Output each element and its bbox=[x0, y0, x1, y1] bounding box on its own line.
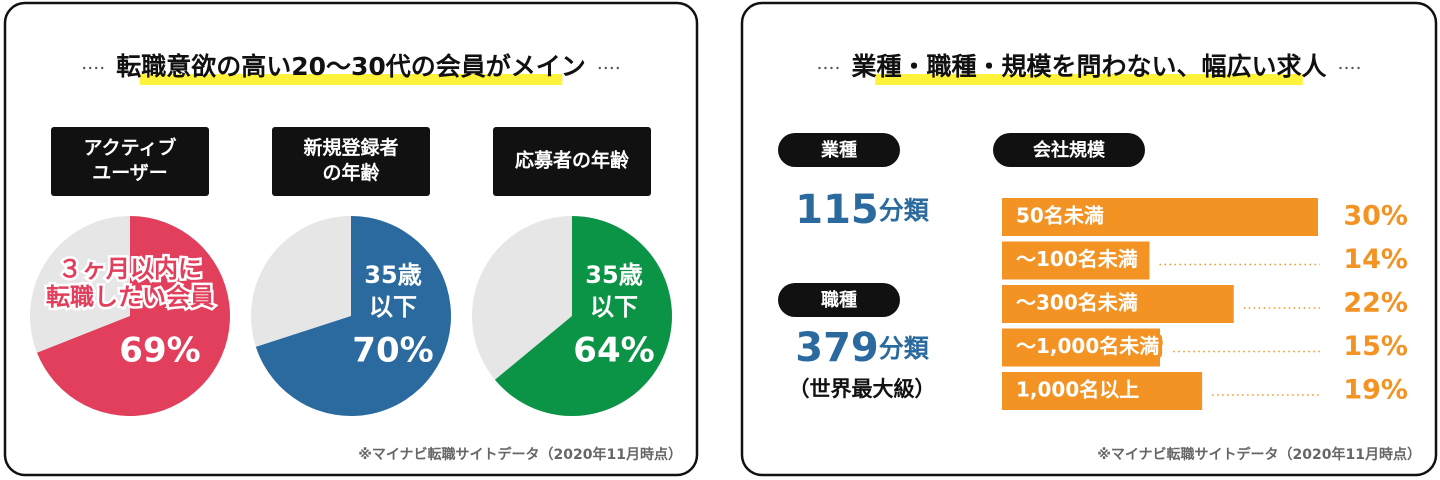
panel bbox=[740, 1, 1438, 477]
pie-title: 応募者の年齢 bbox=[515, 149, 630, 172]
bar-label: 〜1,000名未満 bbox=[1016, 334, 1159, 358]
decor-dot bbox=[824, 66, 827, 70]
decor-dot bbox=[1339, 66, 1342, 70]
pie-slice bbox=[255, 216, 451, 416]
bar-label: 〜300名未満 bbox=[1016, 291, 1138, 315]
stat-unit: 分類 bbox=[879, 196, 930, 225]
bar bbox=[1002, 241, 1150, 280]
pie-value-label: 70% bbox=[352, 331, 433, 371]
pie-title: 新規登録者 bbox=[303, 136, 398, 159]
stat-pill bbox=[778, 283, 900, 317]
stat-note: （世界最大級） bbox=[789, 377, 936, 401]
stat-label: 業種 bbox=[820, 139, 857, 161]
stat-value: 115分類 bbox=[795, 187, 930, 233]
stat-value: 379分類 bbox=[795, 325, 930, 371]
decor-dot bbox=[83, 66, 86, 70]
bar bbox=[1002, 328, 1160, 367]
bar-value-label: 22% bbox=[1343, 288, 1408, 319]
decor-dot bbox=[101, 66, 104, 70]
pie-annotation: 転職したい会員 bbox=[46, 283, 214, 311]
panel-title: 転職意欲の高い20〜30代の会員がメイン bbox=[116, 52, 586, 81]
bar-label: 50名未満 bbox=[1016, 204, 1104, 228]
decor-dot bbox=[610, 66, 613, 70]
pie-title: ユーザー bbox=[92, 162, 168, 184]
bar-value-label: 14% bbox=[1343, 244, 1408, 275]
stat-number: 115 bbox=[795, 187, 879, 233]
decor-dot bbox=[1351, 66, 1354, 70]
bar bbox=[1002, 285, 1234, 323]
stat-unit: 分類 bbox=[879, 334, 930, 363]
pie-slice bbox=[37, 216, 230, 416]
decor-dot bbox=[89, 66, 92, 70]
pie-annotation: 以下 bbox=[590, 293, 638, 321]
bar bbox=[1002, 198, 1318, 236]
pie-annotation: 以下 bbox=[369, 293, 417, 321]
decor-dot bbox=[830, 66, 833, 70]
title-highlight bbox=[139, 74, 563, 85]
stat-label: 職種 bbox=[821, 289, 857, 311]
bar bbox=[1002, 372, 1203, 410]
title-highlight bbox=[875, 74, 1303, 85]
stat-number: 379 bbox=[795, 325, 879, 371]
panel-title: 業種・職種・規模を問わない、幅広い求人 bbox=[851, 52, 1326, 81]
decor-dot bbox=[598, 66, 601, 70]
pie-title: アクティブ bbox=[84, 136, 177, 159]
bar-value-label: 15% bbox=[1343, 331, 1408, 362]
decor-dot bbox=[95, 66, 98, 70]
pie-title-box bbox=[493, 127, 651, 196]
pie-annotation: 35歳 bbox=[364, 261, 421, 289]
pie-annotation: ３ヶ月以内に bbox=[58, 255, 202, 283]
chart-title-pill bbox=[993, 133, 1145, 167]
pie-slice bbox=[494, 216, 672, 416]
chart-title: 会社規模 bbox=[1033, 139, 1106, 161]
bar-value-label: 30% bbox=[1343, 201, 1408, 232]
pie-value-label: 69% bbox=[119, 331, 200, 371]
pie-title-box bbox=[272, 127, 430, 196]
stat-pill bbox=[778, 133, 900, 167]
pie-annotation: 35歳 bbox=[585, 261, 642, 289]
source-note: ※マイナビ転職サイトデータ（2020年11月時点） bbox=[1097, 446, 1421, 463]
decor-dot bbox=[818, 66, 821, 70]
decor-dot bbox=[1357, 66, 1360, 70]
decor-dot bbox=[616, 66, 619, 70]
pie-title-box bbox=[51, 127, 209, 196]
decor-dot bbox=[836, 66, 839, 70]
bar-label: 〜100名未満 bbox=[1016, 247, 1138, 271]
pie-title: の年齢 bbox=[322, 161, 380, 184]
bar-value-label: 19% bbox=[1343, 375, 1408, 406]
bar-label: 1,000名以上 bbox=[1016, 378, 1139, 402]
source-note: ※マイナビ転職サイトデータ（2020年11月時点） bbox=[358, 446, 682, 463]
decor-dot bbox=[604, 66, 607, 70]
pie-value-label: 64% bbox=[573, 331, 654, 371]
decor-dot bbox=[1345, 66, 1348, 70]
